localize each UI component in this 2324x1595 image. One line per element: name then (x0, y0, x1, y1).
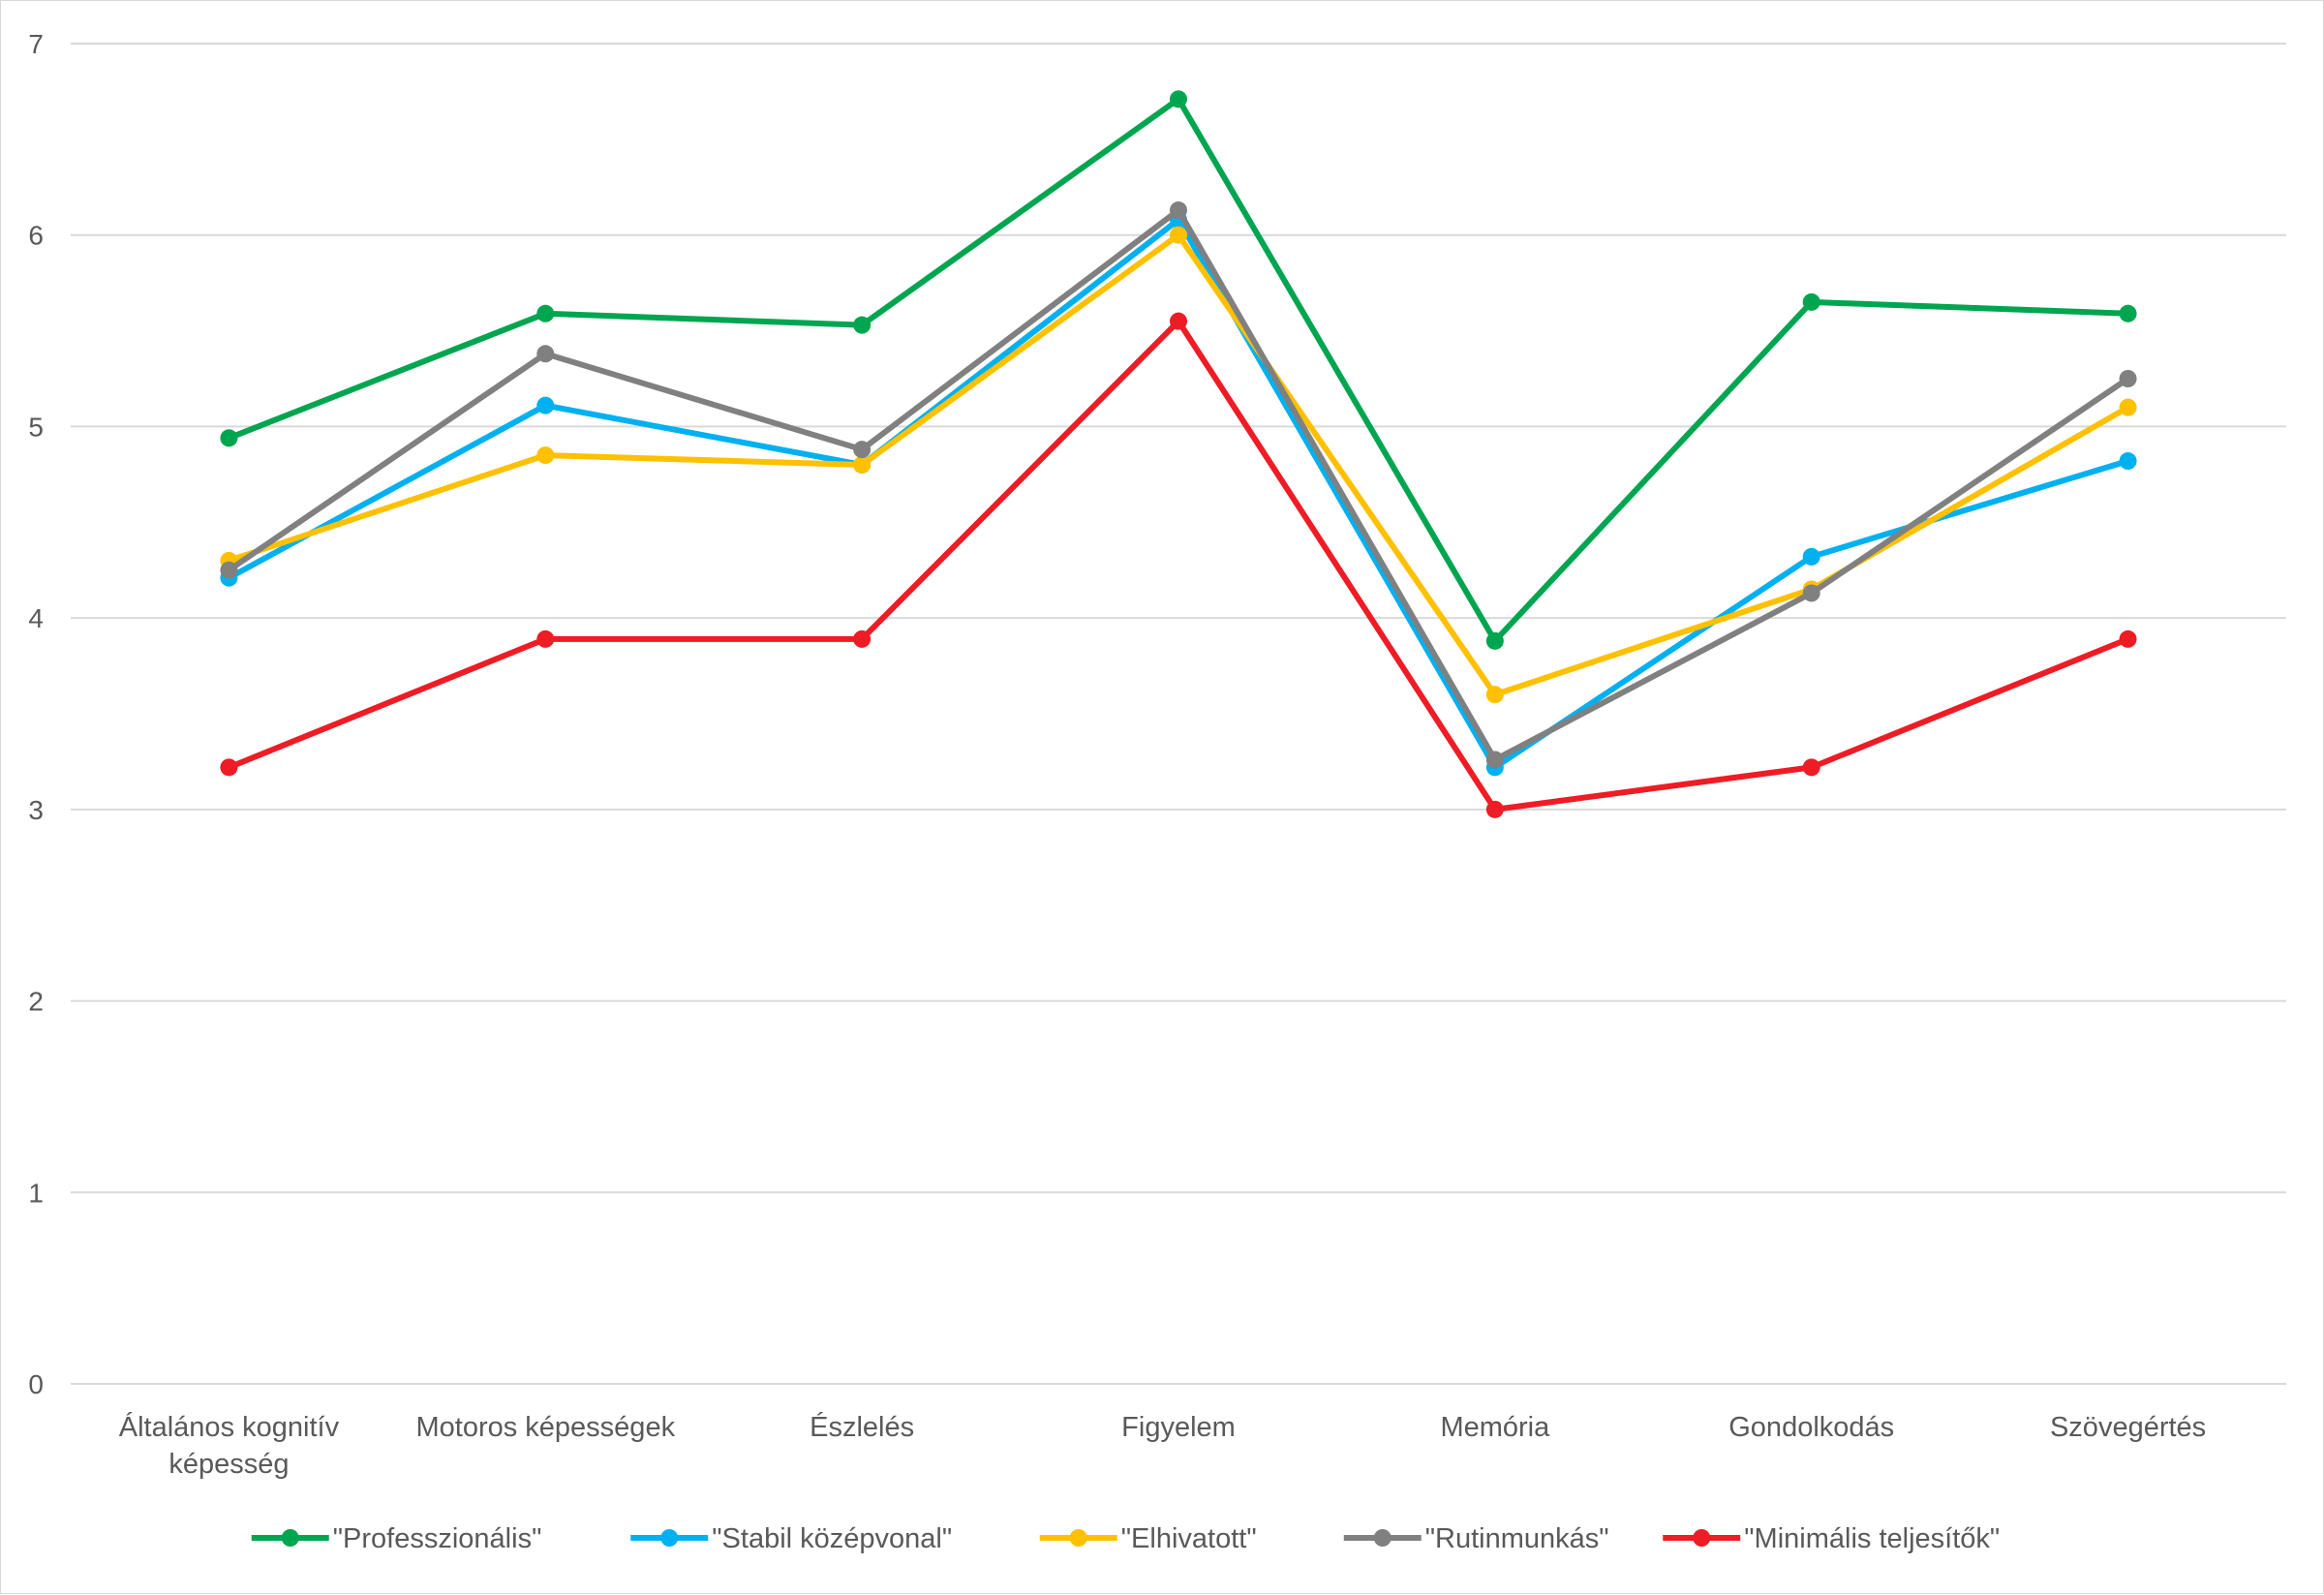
x-category-label: Szövegértés (2050, 1412, 2206, 1443)
legend-item: "Professzionális" (251, 1523, 542, 1554)
legend: "Professzionális" "Stabil középvonal" "Elh… (251, 1523, 2000, 1554)
y-tick-label: 3 (28, 795, 44, 825)
data-point (220, 561, 238, 579)
data-point (1170, 90, 1187, 108)
x-category-label: Észlelés (810, 1411, 914, 1443)
legend-item: "Stabil középvonal" (630, 1523, 952, 1554)
data-point (1802, 758, 1820, 777)
y-tick-label: 6 (28, 221, 44, 251)
data-point (2119, 398, 2137, 416)
series-line (226, 96, 2131, 644)
legend-item: "Elhivatott" (1039, 1523, 1257, 1554)
gridlines (71, 43, 2286, 1385)
legend-label: "Professzionális" (333, 1523, 542, 1554)
legend-label: "Elhivatott" (1121, 1523, 1257, 1554)
data-point (1485, 751, 1504, 769)
y-tick-label: 0 (28, 1369, 44, 1399)
data-point (853, 629, 872, 648)
series-3 (220, 201, 2137, 769)
legend-marker (660, 1529, 679, 1547)
legend-label: "Rutinmunkás" (1425, 1523, 1609, 1554)
data-point (1802, 584, 1820, 602)
series-line (226, 318, 2131, 813)
data-point (1802, 292, 1820, 311)
data-point (2119, 370, 2137, 387)
legend-marker (1069, 1529, 1087, 1547)
data-point (536, 304, 555, 322)
data-point (1802, 547, 1820, 566)
data-point (220, 758, 238, 777)
series-line (226, 207, 2131, 763)
legend-marker (1373, 1529, 1391, 1547)
x-category-label: Motoros képességek (415, 1412, 675, 1443)
data-point (1170, 312, 1187, 330)
y-axis-ticks: 0 1 2 3 4 5 6 7 (28, 29, 44, 1399)
data-point (853, 455, 872, 474)
data-point (536, 629, 555, 648)
x-category-label: Memória (1440, 1412, 1550, 1443)
data-point (220, 429, 238, 447)
series-0 (220, 90, 2137, 650)
y-tick-label: 1 (28, 1178, 44, 1208)
legend-label: "Minimális teljesítők" (1744, 1523, 2000, 1554)
legend-label: "Stabil középvonal" (712, 1523, 952, 1554)
data-point (2119, 452, 2137, 471)
y-tick-label: 4 (28, 603, 44, 633)
data-point (536, 396, 555, 414)
data-point (853, 441, 872, 459)
y-tick-label: 5 (28, 412, 44, 442)
data-point (2119, 304, 2137, 322)
data-point (1485, 631, 1504, 650)
x-axis-categories: Általános kognitív képesség Motoros képess… (119, 1411, 2206, 1480)
data-point (1170, 226, 1187, 244)
x-category-label: Gondolkodás (1728, 1412, 1894, 1443)
legend-item: "Rutinmunkás" (1343, 1523, 1609, 1554)
data-point (2119, 629, 2137, 648)
series-4 (220, 312, 2137, 818)
legend-item: "Minimális teljesítők" (1663, 1523, 2000, 1554)
data-point (536, 345, 555, 363)
legend-marker (281, 1529, 299, 1547)
data-point (1485, 686, 1504, 704)
y-tick-label: 7 (28, 29, 44, 59)
series-1 (220, 210, 2137, 777)
series-lines (220, 90, 2137, 818)
data-point (1170, 201, 1187, 220)
data-point (1485, 800, 1504, 818)
legend-marker (1693, 1529, 1711, 1547)
x-category-label: Általános kognitív képesség (119, 1411, 340, 1480)
x-category-label: Figyelem (1121, 1412, 1236, 1443)
series-2 (220, 226, 2137, 704)
y-tick-label: 2 (28, 987, 44, 1017)
data-point (536, 446, 555, 465)
data-point (853, 316, 872, 334)
